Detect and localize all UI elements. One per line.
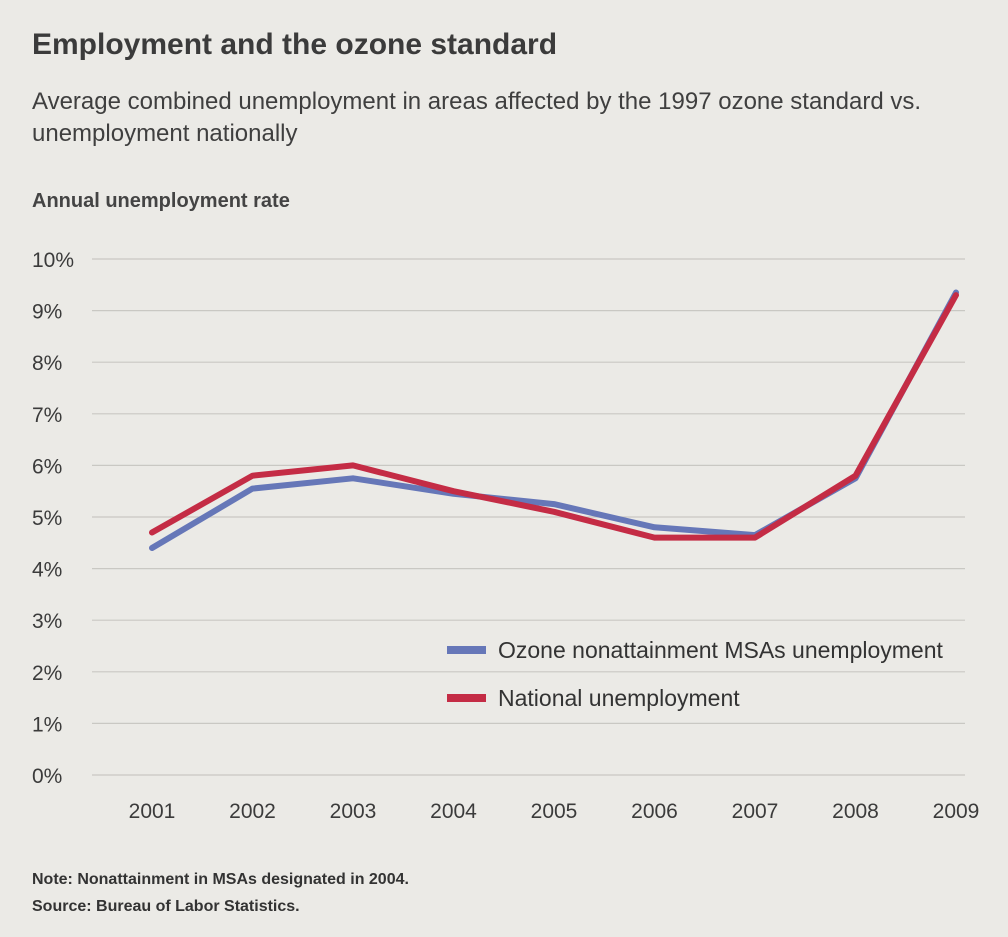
y-tick-label: 5% bbox=[32, 507, 62, 530]
y-tick-label: 7% bbox=[32, 404, 62, 427]
series-line bbox=[149, 292, 959, 541]
y-tick-label: 6% bbox=[32, 455, 62, 478]
y-tick-labels: 0% 1% 2% 3% 4% 5% 6% 7% 8% 9% 10% bbox=[32, 249, 74, 788]
grid-lines bbox=[92, 258, 965, 776]
x-tick-label: 2003 bbox=[330, 800, 377, 823]
x-tick-label: 2009 bbox=[933, 800, 980, 823]
x-tick-label: 2007 bbox=[732, 800, 779, 823]
y-axis-label: Annual unemployment rate bbox=[32, 190, 290, 212]
chart-footer: Note: Nonattainment in MSAs designated i… bbox=[32, 866, 409, 920]
x-tick-label: 2002 bbox=[229, 800, 276, 823]
y-tick-label: 4% bbox=[32, 559, 62, 582]
x-tick-label: 2006 bbox=[631, 800, 678, 823]
x-tick-label: 2005 bbox=[531, 800, 578, 823]
series-lines bbox=[149, 289, 959, 551]
chart-title: Employment and the ozone standard bbox=[32, 28, 558, 61]
y-tick-label: 3% bbox=[32, 610, 62, 633]
x-tick-labels: 2001 2002 2003 2004 2005 2006 2007 2008 2009 bbox=[129, 800, 980, 823]
x-tick-label: 2004 bbox=[430, 800, 477, 823]
y-tick-label: 2% bbox=[32, 662, 62, 685]
x-tick-label: 2001 bbox=[129, 800, 176, 823]
legend: Ozone nonattainment MSAs unemployment Nat… bbox=[447, 637, 944, 711]
legend-label: Ozone nonattainment MSAs unemployment bbox=[498, 637, 944, 663]
x-tick-label: 2008 bbox=[832, 800, 879, 823]
chart-subtitle: Average combined unemployment in areas a… bbox=[32, 88, 922, 147]
y-tick-label: 9% bbox=[32, 301, 62, 324]
source-text: Source: Bureau of Labor Statistics. bbox=[32, 898, 300, 915]
y-tick-label: 1% bbox=[32, 713, 62, 736]
y-tick-label: 8% bbox=[32, 352, 62, 375]
legend-label: National unemployment bbox=[498, 685, 740, 711]
y-tick-label: 10% bbox=[32, 249, 74, 272]
note-text: Note: Nonattainment in MSAs designated i… bbox=[32, 871, 409, 888]
y-tick-label: 0% bbox=[32, 765, 62, 788]
